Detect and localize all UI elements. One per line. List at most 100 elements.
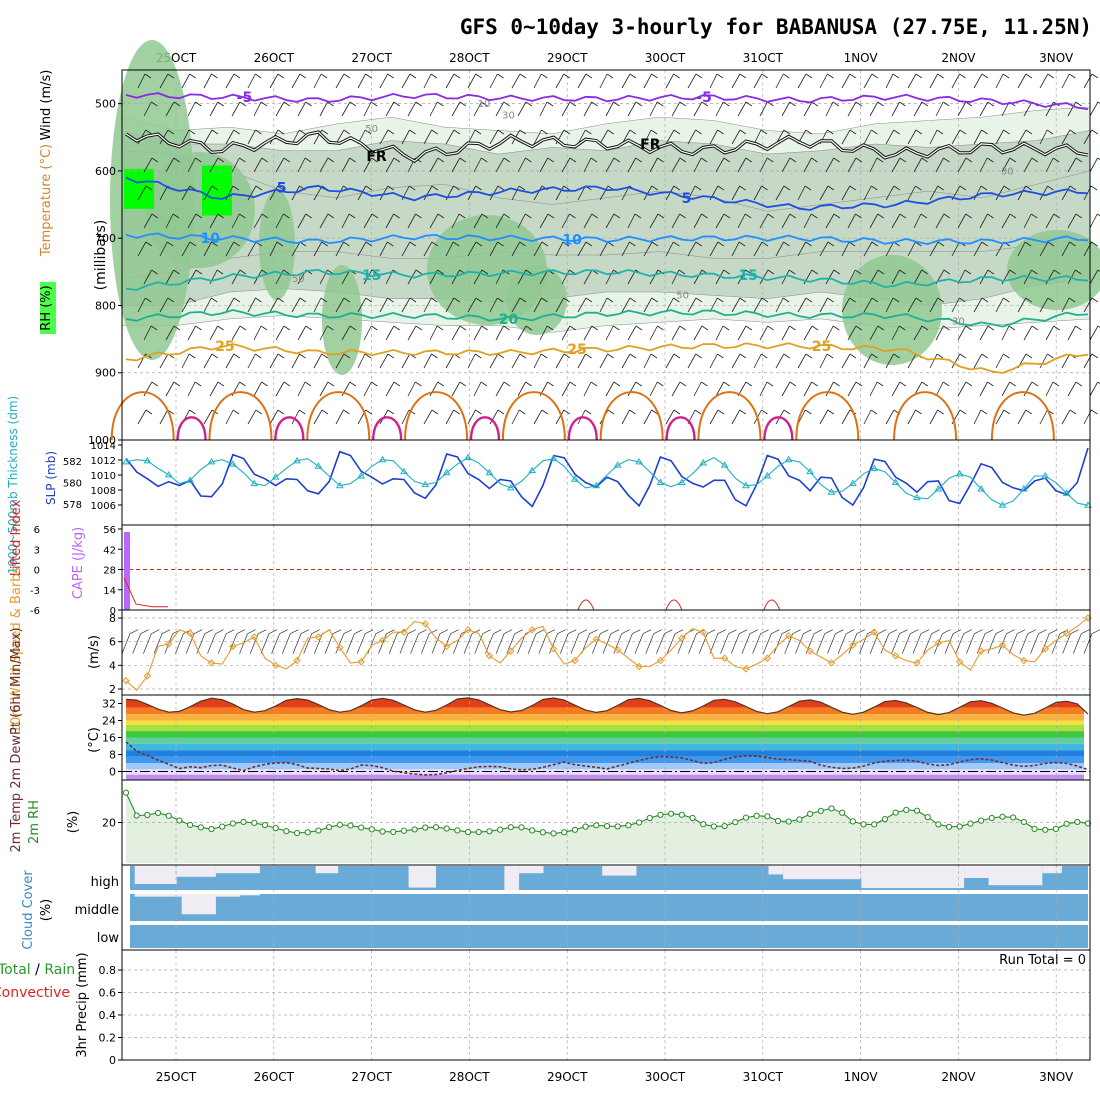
- cape-bar: [124, 531, 130, 610]
- wind-barb-flag: [283, 157, 291, 163]
- wind-barb-flag: [657, 381, 664, 387]
- wind-barb: [561, 101, 571, 117]
- rh2m-point: [1010, 814, 1017, 821]
- wind-barb-flag: [387, 241, 394, 247]
- wind-barb: [137, 185, 147, 201]
- wind-barb-flag: [173, 101, 181, 107]
- wind-barb: [869, 157, 878, 173]
- wind-barb-flag: [717, 409, 725, 415]
- wind-barb: [561, 381, 571, 397]
- cloud-high-gap: [768, 866, 784, 875]
- wind-barb-flag: [937, 73, 944, 79]
- wind-barb-flag: [987, 325, 995, 331]
- wind-barb: [781, 325, 790, 341]
- wind-barb-flag: [151, 157, 159, 163]
- wind-barb: [357, 185, 367, 201]
- rh2m-point: [422, 824, 429, 831]
- rh-90-blob: [124, 168, 154, 209]
- wind-barb-flag: [453, 129, 461, 135]
- wind10-point: [207, 659, 216, 667]
- wind-barb-flag: [877, 213, 884, 219]
- wind-barb-flag: [981, 73, 989, 79]
- wind10-barb: [420, 633, 430, 654]
- wind-barb: [1039, 241, 1049, 257]
- rh2m-point: [187, 821, 194, 829]
- wind-barb-flag: [959, 353, 967, 359]
- wind-barb-flag: [1075, 381, 1083, 387]
- wind10-barb-flag: [193, 629, 203, 634]
- wind-barb-flag: [871, 73, 879, 79]
- isotherm-line--5: [125, 92, 1089, 111]
- wind-barb: [159, 353, 169, 369]
- wind-barb: [693, 213, 702, 229]
- wind-barb-flag: [761, 185, 768, 191]
- wind10-barb-flag: [493, 629, 502, 634]
- wind-barb: [275, 269, 284, 285]
- wind-barb: [671, 381, 681, 397]
- wind-barb-flag: [1025, 297, 1032, 303]
- wind10-barb: [698, 633, 708, 654]
- wind-barb-flag: [629, 297, 637, 303]
- wind-barb-flag: [937, 297, 944, 303]
- wind-barb-flag: [364, 353, 372, 359]
- wind10-barb-flag: [610, 629, 620, 634]
- wind-barb: [489, 409, 499, 425]
- wind-barb: [429, 381, 439, 397]
- wind-barb-flag: [585, 241, 593, 247]
- wind-barb-flag: [871, 241, 879, 247]
- wind-barb-flag: [541, 241, 549, 247]
- wind-barb: [401, 353, 411, 369]
- wind-barb-flag: [431, 409, 439, 415]
- wind-barb: [489, 129, 499, 145]
- wind-barb-flag: [145, 129, 152, 135]
- wind10-barb-flag: [728, 629, 737, 634]
- rh2m-point: [849, 818, 856, 825]
- wind-barb-flag: [805, 297, 813, 303]
- wind10-barb-flag: [375, 629, 385, 634]
- wind-barb-flag: [145, 185, 153, 191]
- wind-barb: [759, 381, 768, 397]
- wind-barb: [737, 213, 746, 229]
- wind-barb: [841, 185, 851, 201]
- isotherm-30-hump: [893, 391, 958, 441]
- wind10-barb-flag: [568, 629, 577, 634]
- wind10-point: [143, 672, 152, 680]
- slp-tick-label: 1008: [91, 486, 116, 497]
- wind-barb-flag: [569, 381, 577, 387]
- wind-barb-flag: [635, 157, 642, 163]
- wind-barb-flag: [833, 213, 841, 219]
- wind-barb: [599, 185, 609, 201]
- rh2m-point: [1042, 826, 1049, 833]
- wind-barb-flag: [349, 381, 356, 387]
- wind-barb-flag: [393, 101, 401, 107]
- wind10-barb-flag: [920, 629, 930, 634]
- wind-barb: [885, 73, 894, 89]
- wind-barb-flag: [1069, 73, 1076, 79]
- wind10-point: [742, 665, 750, 673]
- wind-barb-flag: [437, 381, 444, 387]
- wind-barb: [863, 73, 873, 89]
- wind-barb: [995, 129, 1004, 145]
- wind10-barb: [121, 633, 131, 654]
- wind-barb-flag: [783, 129, 791, 135]
- wind-barb: [401, 409, 410, 425]
- wind-barb-flag: [657, 213, 665, 219]
- wind-barb-flag: [767, 325, 774, 331]
- wind-barb: [737, 157, 747, 173]
- wind-barb-flag: [481, 325, 488, 331]
- slp-tick-label: 1012: [91, 456, 116, 467]
- wind-barb: [511, 73, 521, 89]
- wind-barb: [467, 409, 476, 425]
- wind-barb-flag: [437, 157, 445, 163]
- wind-barb-flag: [981, 353, 988, 359]
- wind-barb-flag: [261, 381, 268, 387]
- wind-barb: [209, 213, 219, 229]
- wind-barb: [165, 381, 175, 397]
- wind-barb-flag: [651, 297, 658, 303]
- thickness-point: [528, 466, 537, 474]
- wind10-barb: [1040, 633, 1050, 654]
- wind-barb: [495, 325, 504, 341]
- wind-barb: [775, 353, 785, 369]
- wind-barb-flag: [525, 157, 532, 163]
- wind-barb-flag: [541, 129, 548, 135]
